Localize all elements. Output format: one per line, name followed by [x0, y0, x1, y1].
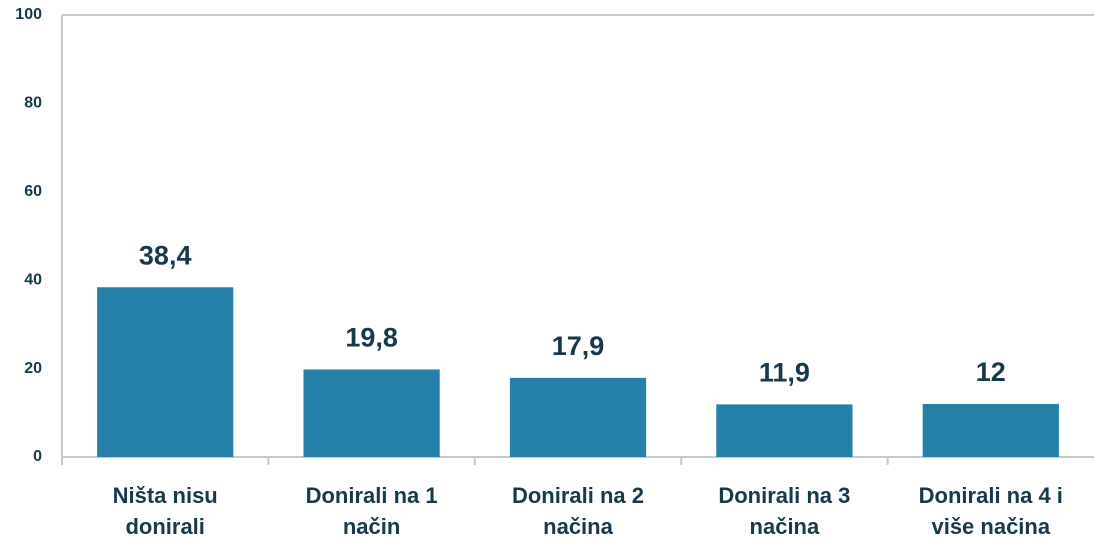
bar: [922, 403, 1059, 457]
bar: [303, 369, 440, 457]
x-tick-label: Ništa nisu donirali: [112, 483, 218, 539]
x-tick-label: Donirali na 2 načina: [511, 483, 645, 539]
y-tick-label: 20: [24, 360, 42, 377]
y-tick-label: 60: [24, 183, 42, 200]
x-tick-label: Donirali na 3 načina: [718, 483, 851, 539]
x-tick-label: Donirali na 4 i više načina: [918, 483, 1063, 539]
value-label: 12: [976, 357, 1006, 387]
value-label: 17,9: [552, 331, 605, 361]
value-label: 38,4: [139, 240, 192, 270]
value-label: 11,9: [759, 358, 810, 388]
y-tick-label: 80: [24, 95, 42, 112]
y-tick-label: 100: [15, 6, 42, 23]
bar: [509, 377, 647, 457]
y-tick-label: 40: [24, 271, 42, 288]
y-tick-label: 0: [33, 448, 42, 465]
x-tick-label: Donirali na 1 način: [305, 483, 438, 539]
bar: [716, 404, 853, 457]
value-label: 19,8: [345, 323, 398, 353]
bar: [97, 287, 234, 457]
